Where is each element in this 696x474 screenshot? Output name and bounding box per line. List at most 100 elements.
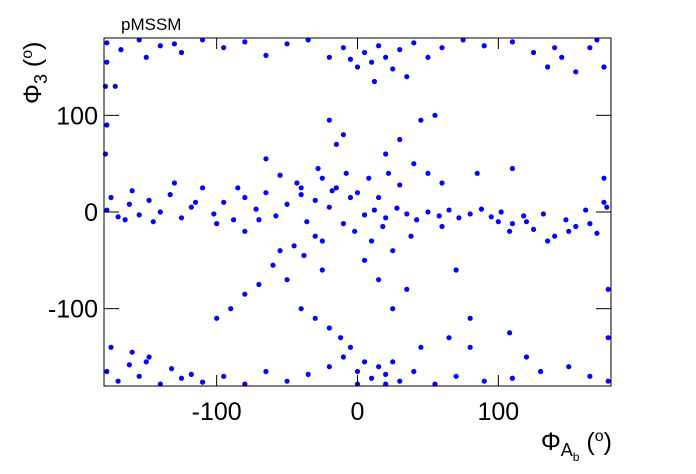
point <box>319 238 325 244</box>
point <box>383 371 389 377</box>
point <box>418 344 424 350</box>
point <box>263 156 269 162</box>
point <box>368 59 375 65</box>
point <box>404 286 410 292</box>
label-part: o <box>595 428 604 445</box>
point <box>436 213 442 219</box>
point <box>495 219 501 225</box>
point <box>404 211 410 217</box>
point <box>453 373 459 379</box>
point <box>467 344 473 350</box>
point <box>104 122 110 128</box>
point <box>277 248 283 254</box>
point <box>361 257 368 263</box>
point <box>305 37 311 43</box>
point <box>242 381 248 387</box>
point <box>136 212 142 218</box>
point <box>169 366 175 372</box>
label-part: ( <box>579 428 595 456</box>
point <box>361 49 368 56</box>
point <box>439 223 445 230</box>
point <box>188 371 194 377</box>
point <box>178 215 185 221</box>
y-tick-label: -100 <box>48 296 98 324</box>
point <box>273 213 279 219</box>
point <box>284 201 290 207</box>
point <box>150 219 156 225</box>
point <box>587 45 593 51</box>
label-part: ) <box>19 42 47 50</box>
point <box>383 54 389 60</box>
point <box>253 206 259 212</box>
point <box>340 221 347 227</box>
point <box>199 185 206 191</box>
label-part: ( <box>19 58 47 74</box>
point <box>347 56 354 62</box>
point <box>122 217 128 223</box>
point <box>481 43 487 49</box>
point <box>408 233 414 239</box>
point <box>478 206 485 212</box>
point <box>397 182 403 188</box>
point <box>214 221 220 227</box>
point <box>340 354 347 360</box>
point <box>298 192 304 198</box>
point <box>298 185 304 191</box>
point <box>507 228 513 234</box>
point <box>354 368 361 375</box>
point <box>171 180 178 186</box>
point <box>230 217 237 223</box>
point <box>380 223 386 230</box>
point <box>115 378 121 384</box>
point <box>540 211 547 217</box>
point <box>368 238 375 244</box>
point <box>583 207 589 213</box>
point <box>566 228 572 234</box>
point <box>326 325 332 331</box>
point <box>376 194 382 201</box>
point <box>304 219 310 225</box>
point <box>601 64 607 70</box>
point <box>256 217 262 223</box>
x-tick-label: 100 <box>477 398 519 426</box>
point <box>256 281 262 288</box>
point <box>312 197 318 203</box>
y-tick-label: 100 <box>56 102 98 130</box>
point <box>552 45 558 51</box>
point <box>385 170 392 176</box>
label-part: Φ <box>19 84 47 104</box>
point <box>270 262 276 268</box>
y-axis-label: Φ3 (o) <box>19 42 51 104</box>
point <box>418 117 424 123</box>
point <box>171 41 178 47</box>
label-part: A <box>561 440 573 460</box>
point <box>371 78 377 85</box>
point <box>439 45 445 51</box>
point <box>605 378 611 384</box>
point <box>235 185 241 191</box>
point <box>333 141 339 147</box>
points <box>102 37 611 387</box>
point <box>108 194 114 201</box>
point <box>221 199 227 205</box>
point <box>157 43 163 49</box>
label-part: o <box>19 50 36 59</box>
point <box>326 204 332 210</box>
point <box>573 69 579 75</box>
point <box>242 228 248 234</box>
point <box>157 381 163 387</box>
point <box>242 291 248 297</box>
point <box>587 373 593 379</box>
point <box>601 175 607 181</box>
point <box>456 215 462 221</box>
point <box>326 364 332 370</box>
point <box>104 59 110 65</box>
point <box>594 37 600 43</box>
label-part: ) <box>604 428 612 456</box>
point <box>390 66 396 72</box>
point <box>390 306 396 312</box>
point <box>474 170 480 176</box>
point <box>192 199 199 205</box>
point <box>188 204 194 210</box>
